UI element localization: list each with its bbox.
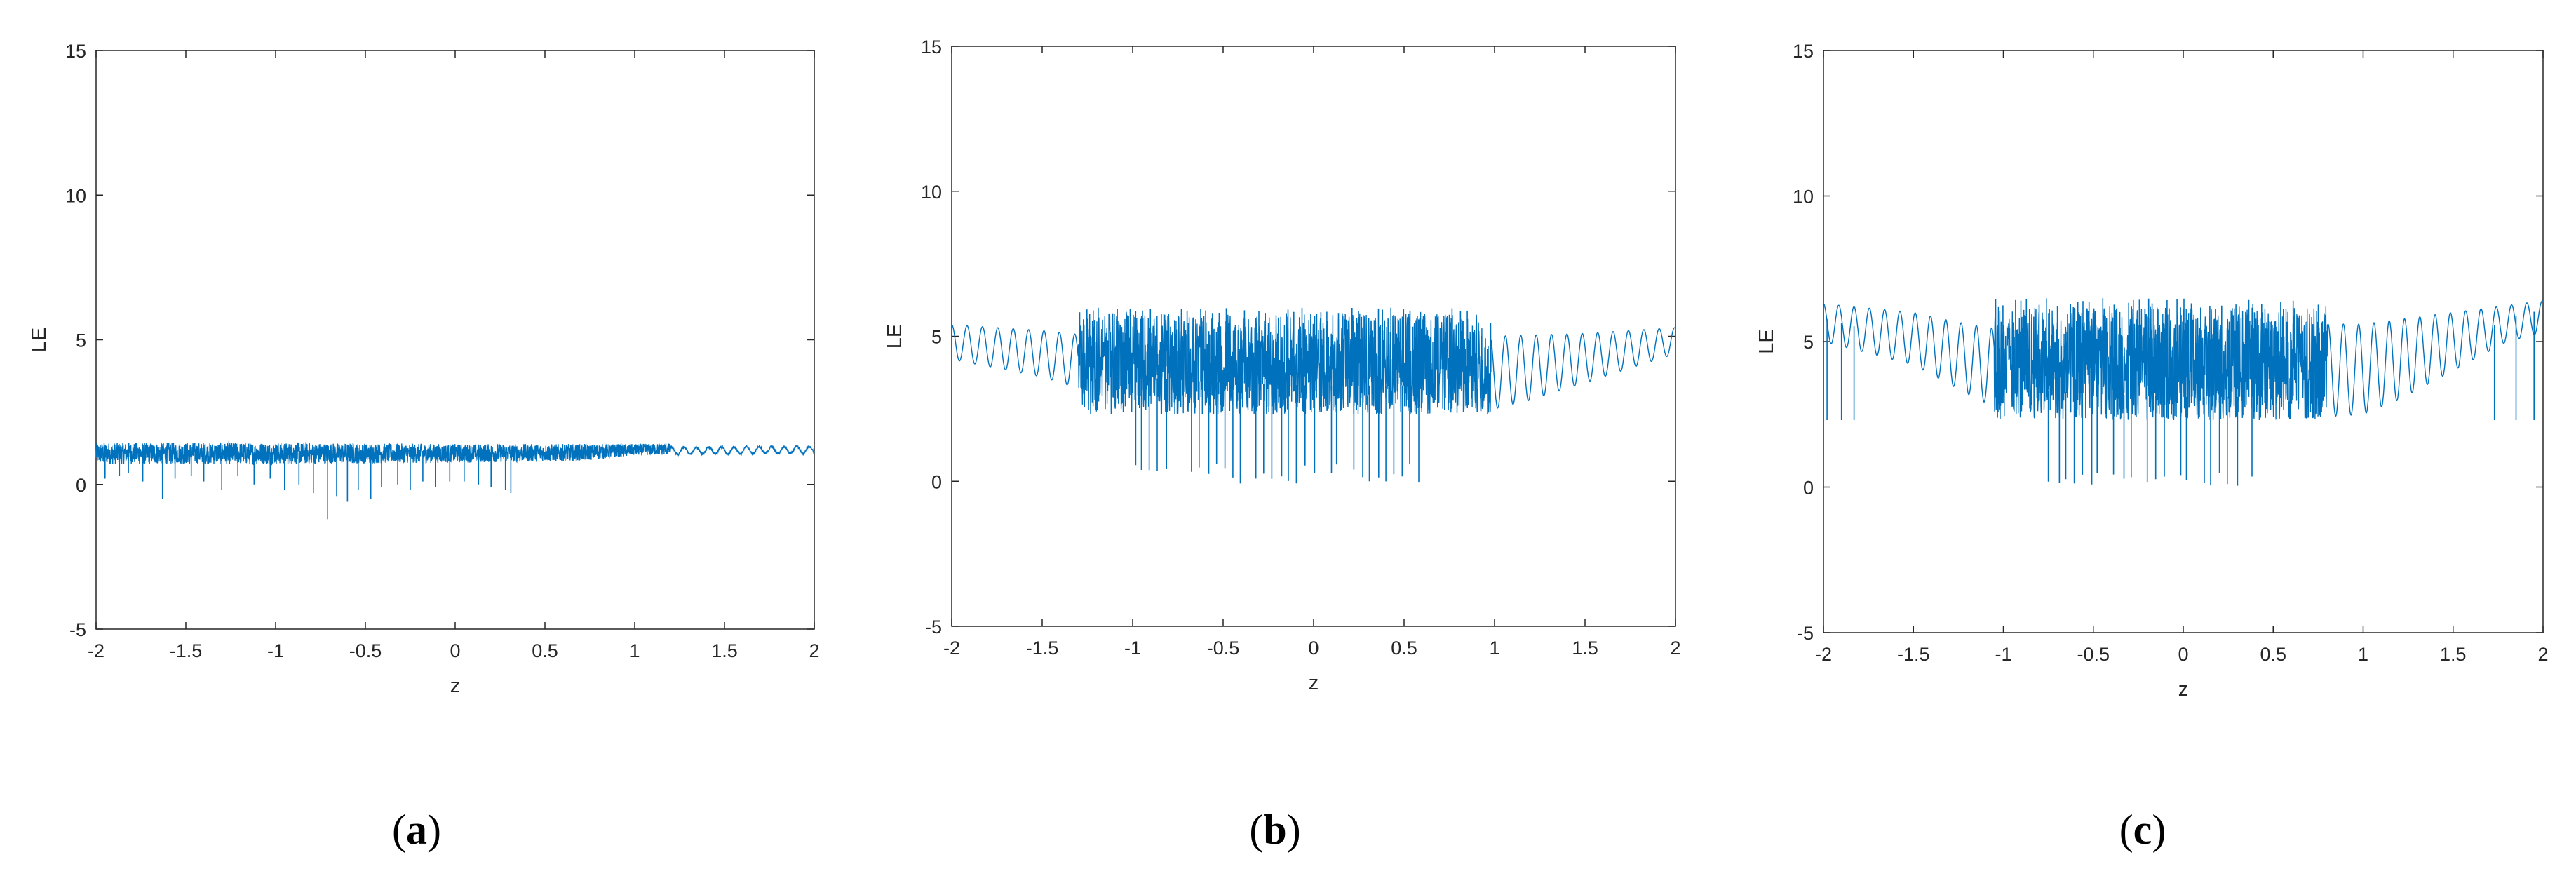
- y-tick-label: -5: [1797, 623, 1814, 644]
- chart-panel-c: -2 -1.5 -1 -0.5 0 0.5 1 1.5 2 -5 0 5 10 15 z LE (c): [1755, 41, 2549, 853]
- x-tick-label: 1.5: [1572, 638, 1598, 659]
- y-tick-label: 15: [1793, 41, 1814, 62]
- x-tick-label: 0: [2178, 644, 2188, 665]
- x-tick-label: -0.5: [1207, 638, 1240, 659]
- y-tick-label: 15: [921, 36, 942, 58]
- x-tick-label: -2: [1815, 644, 1832, 665]
- x-tick-label: 0: [450, 640, 460, 661]
- x-tick-label: 1: [2358, 644, 2368, 665]
- x-tick-label: 2: [809, 640, 819, 661]
- series-line: [951, 312, 1676, 415]
- panel-label: (b): [1249, 807, 1300, 853]
- y-axis-label: LE: [1755, 329, 1778, 353]
- x-axis-label: z: [2178, 678, 2189, 701]
- x-tick-label: -0.5: [2077, 644, 2110, 665]
- x-tick-label: -2: [943, 638, 960, 659]
- x-tick-label: -0.5: [349, 640, 382, 661]
- y-tick-label: 10: [1793, 187, 1814, 208]
- series-line: [95, 440, 815, 466]
- y-tick-label: 5: [931, 327, 942, 348]
- y-axis-label: LE: [28, 328, 50, 352]
- chart-panel-b: -2 -1.5 -1 -0.5 0 0.5 1 1.5 2 -5 0 5 10 15 z LE (b): [884, 36, 1681, 853]
- x-tick-label: 1.5: [711, 640, 738, 661]
- x-tick-label: -1: [267, 640, 284, 661]
- y-tick-label: 0: [931, 471, 942, 492]
- y-tick-label: 5: [76, 330, 86, 351]
- x-tick-label: 0.5: [2260, 644, 2286, 665]
- chart-panel-a: -2 -1.5 -1 -0.5 0 0.5 1 1.5 2 -5 0 5 10 15 z LE (a): [28, 41, 820, 853]
- x-tick-label: 0.5: [1391, 638, 1417, 659]
- y-axis-label: LE: [884, 324, 906, 349]
- x-tick-label: -1.5: [1026, 638, 1059, 659]
- y-tick-label: 10: [65, 185, 86, 206]
- x-tick-label: -1: [1995, 644, 2011, 665]
- x-tick-label: 2: [1670, 638, 1680, 659]
- y-tick-label: 5: [1803, 332, 1814, 353]
- y-tick-label: -5: [69, 619, 86, 640]
- x-tick-label: 0: [1308, 638, 1319, 659]
- x-tick-label: -1.5: [1897, 644, 1930, 665]
- axes-box: [95, 50, 815, 630]
- series-line: [1823, 300, 2544, 421]
- x-tick-label: 2: [2537, 644, 2548, 665]
- y-tick-label: 0: [76, 475, 86, 496]
- x-tick-label: 1.5: [2440, 644, 2467, 665]
- y-tick-label: 10: [921, 182, 942, 203]
- x-axis-label: z: [450, 675, 461, 697]
- x-tick-label: -2: [88, 640, 104, 661]
- x-axis-label: z: [1309, 672, 1319, 694]
- panel-label: (a): [392, 807, 441, 853]
- x-tick-label: 1: [1489, 638, 1499, 659]
- x-tick-label: -1.5: [170, 640, 203, 661]
- y-tick-label: 0: [1803, 478, 1814, 499]
- panel-label: (c): [2119, 807, 2166, 853]
- y-tick-label: 15: [65, 41, 86, 62]
- y-tick-label: -5: [925, 616, 942, 638]
- x-tick-label: 0.5: [532, 640, 558, 661]
- x-tick-label: -1: [1124, 638, 1141, 659]
- x-tick-label: 1: [629, 640, 640, 661]
